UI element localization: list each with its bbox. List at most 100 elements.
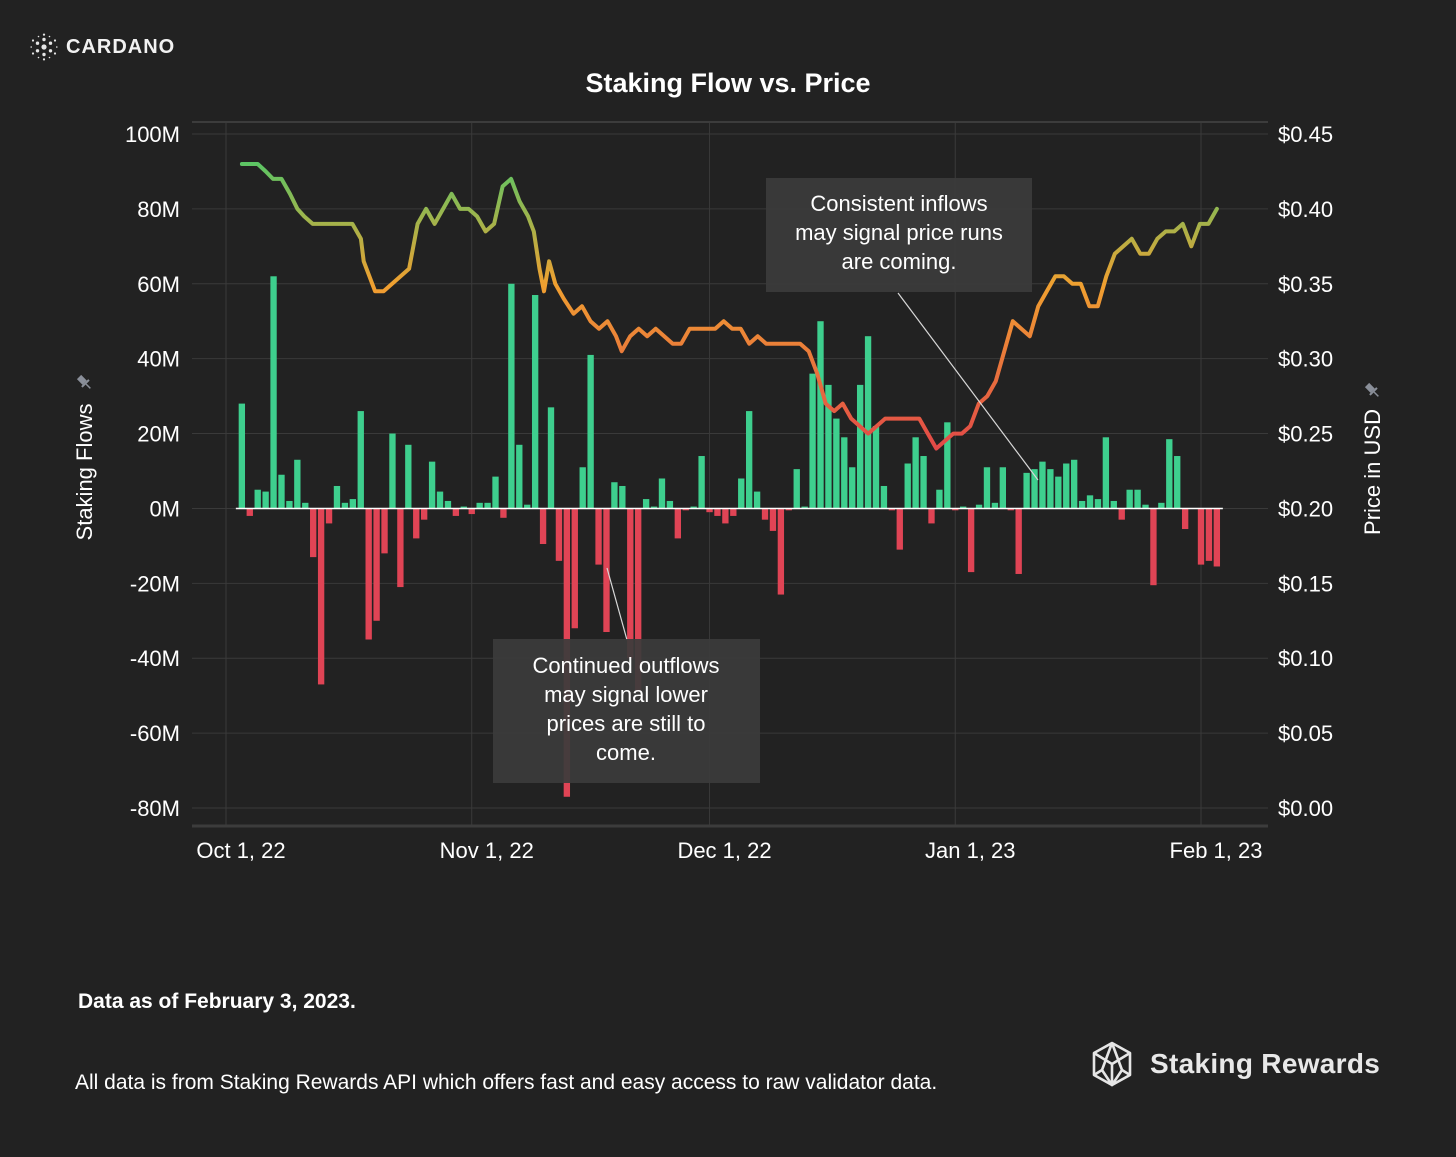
annotation-text: Consistent inflows	[810, 191, 987, 216]
outflow-bar	[325, 508, 333, 524]
right-tick-label: $0.25	[1278, 422, 1333, 447]
outflow-bar	[1007, 508, 1014, 511]
annotation-text: may signal lower	[544, 682, 708, 707]
right-tick-label: $0.15	[1278, 571, 1333, 596]
x-tick-label: Dec 1, 22	[677, 838, 771, 863]
inflow-bar	[841, 437, 848, 509]
outflow-bar	[769, 508, 777, 531]
outflow-bar	[500, 508, 507, 518]
axis-frame	[192, 121, 1268, 828]
left-tick-label: 60M	[137, 272, 180, 297]
inflow-bar	[524, 504, 531, 509]
axis-titles: Staking Flows Price in USD	[72, 374, 1385, 541]
inflow-bar	[238, 403, 246, 509]
inflow-bar	[753, 491, 761, 509]
inflow-bar	[809, 373, 816, 509]
x-axis-ticks: Oct 1, 22 Nov 1, 22 Dec 1, 22 Jan 1, 23 Feb …	[196, 838, 1262, 863]
inflow-bar	[849, 467, 856, 509]
inflow-bar	[492, 476, 499, 509]
pin-icon-collar	[1369, 387, 1378, 396]
inflow-bar	[642, 499, 650, 509]
cardano-name: CARDANO	[66, 35, 176, 58]
annotation-box	[766, 178, 1032, 292]
outflow-bar	[706, 508, 713, 513]
cardano-logo-icon	[30, 33, 58, 61]
right-tick-label: $0.00	[1278, 796, 1333, 821]
pin-icon-head	[1364, 382, 1375, 393]
inflow-bar	[1110, 500, 1117, 509]
inflow-bar	[389, 433, 396, 509]
inflow-bar	[516, 444, 523, 509]
left-tick-label: -80M	[130, 796, 180, 821]
outflow-bar	[785, 508, 792, 511]
y-left-axis-title: Staking Flows	[72, 404, 97, 541]
outflow-bar	[888, 508, 896, 511]
annotation-text: may signal price runs	[795, 220, 1003, 245]
outflow-bar	[1015, 508, 1022, 574]
inflow-bar	[817, 321, 824, 509]
annotation-text: are coming.	[842, 249, 957, 274]
right-axis-ticks: $0.45 $0.40 $0.35 $0.30 $0.25 $0.20 $0.15 $0.10…	[1278, 122, 1333, 821]
price-line	[239, 162, 1219, 451]
outflow-bar	[603, 508, 610, 633]
inflow-bar	[1071, 459, 1078, 509]
inflow-bar	[944, 422, 951, 509]
right-tick-label: $0.40	[1278, 197, 1333, 222]
y-right-axis-title: Price in USD	[1360, 409, 1385, 535]
inflow-bar	[531, 295, 539, 509]
inflow-bar	[666, 500, 674, 509]
left-tick-label: 0M	[149, 496, 180, 521]
right-tick-label: $0.45	[1278, 122, 1333, 147]
inflow-bar	[278, 474, 285, 509]
inflow-bar	[476, 502, 483, 509]
inflow-bar	[333, 485, 341, 509]
outflow-bar	[421, 508, 428, 520]
outflow-bar	[1205, 508, 1213, 561]
outflow-bar	[714, 508, 721, 516]
outflow-bar	[1213, 508, 1221, 567]
inflow-bar	[460, 506, 467, 509]
inflow-bar	[999, 467, 1006, 509]
outflow-bar	[928, 508, 935, 524]
inflow-bar	[650, 506, 658, 509]
outflow-bar	[539, 508, 547, 545]
outflow-bar	[896, 508, 903, 550]
inflow-bar	[484, 502, 491, 509]
inflow-bar	[658, 478, 666, 509]
cardano-brand: CARDANO	[30, 33, 175, 61]
inflow-bar	[738, 478, 745, 509]
staking-rewards-name: Staking Rewards	[1150, 1048, 1381, 1079]
outflow-bar	[674, 508, 681, 539]
annotation-text: prices are still to	[547, 711, 706, 736]
inflow-bar	[1126, 489, 1133, 509]
outflow-bar	[381, 508, 388, 554]
outflow-bar	[310, 508, 317, 558]
outflow-bar	[555, 508, 563, 561]
inflow-bar	[912, 437, 919, 509]
inflow-bar	[1063, 463, 1070, 509]
annotation-text: come.	[596, 740, 656, 765]
pin-icon	[1364, 382, 1379, 397]
inflow-bar	[690, 506, 697, 509]
staking-flow-chart: Staking Flow vs. Price Consistent inflow…	[72, 68, 1385, 863]
staking-rewards-logo-icon	[1092, 1041, 1132, 1087]
inflow-bar	[405, 444, 412, 509]
pin-icon-needle	[85, 383, 91, 389]
right-tick-label: $0.05	[1278, 721, 1333, 746]
outflow-bar	[722, 508, 729, 524]
annotation-pointer	[606, 567, 628, 641]
inflow-bar	[1086, 495, 1094, 509]
outflow-bar	[468, 508, 475, 515]
inflow-bar	[611, 482, 618, 509]
x-tick-label: Oct 1, 22	[196, 838, 285, 863]
left-tick-label: 80M	[137, 197, 180, 222]
outflow-bar	[595, 508, 602, 565]
inflow-bar	[286, 500, 293, 509]
outflow-bar	[1150, 508, 1157, 586]
inflow-bar	[349, 499, 356, 509]
chart-title: Staking Flow vs. Price	[585, 68, 870, 98]
outflow-bar	[373, 508, 380, 621]
left-tick-label: -40M	[130, 646, 180, 671]
inflow-bar	[579, 467, 586, 509]
pin-icon-collar	[81, 379, 90, 388]
